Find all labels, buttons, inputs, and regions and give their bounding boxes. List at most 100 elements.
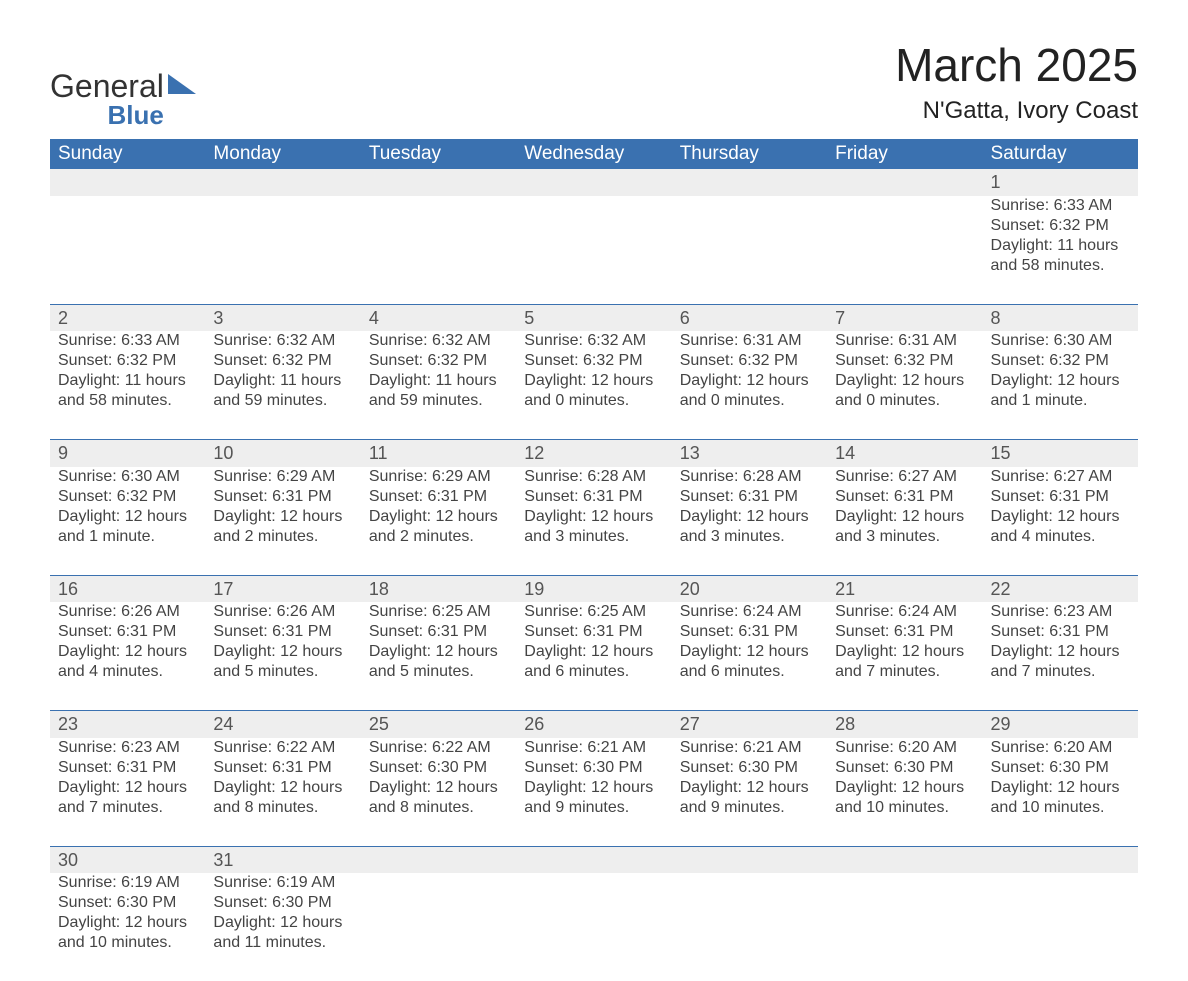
sunrise-text: Sunrise: 6:29 AM — [369, 467, 508, 487]
day-detail-row: Sunrise: 6:30 AMSunset: 6:32 PMDaylight:… — [50, 467, 1138, 576]
day1-text: Daylight: 12 hours — [991, 371, 1130, 391]
day-detail-cell: Sunrise: 6:31 AMSunset: 6:32 PMDaylight:… — [672, 331, 827, 440]
day1-text: Daylight: 12 hours — [835, 371, 974, 391]
sunset-text: Sunset: 6:30 PM — [680, 758, 819, 778]
sunrise-text: Sunrise: 6:26 AM — [213, 602, 352, 622]
sunset-text: Sunset: 6:32 PM — [680, 351, 819, 371]
day-detail-cell: Sunrise: 6:27 AMSunset: 6:31 PMDaylight:… — [983, 467, 1138, 576]
sunset-text: Sunset: 6:32 PM — [991, 351, 1130, 371]
day-detail-cell: Sunrise: 6:32 AMSunset: 6:32 PMDaylight:… — [205, 331, 360, 440]
day1-text: Daylight: 12 hours — [524, 642, 663, 662]
day1-text: Daylight: 12 hours — [369, 778, 508, 798]
sunset-text: Sunset: 6:31 PM — [991, 622, 1130, 642]
day-number-cell — [672, 169, 827, 196]
day-detail-cell: Sunrise: 6:27 AMSunset: 6:31 PMDaylight:… — [827, 467, 982, 576]
weekday-header: Wednesday — [516, 139, 671, 169]
day1-text: Daylight: 11 hours — [58, 371, 197, 391]
day2-text: and 4 minutes. — [991, 527, 1130, 547]
day-detail-cell: Sunrise: 6:33 AMSunset: 6:32 PMDaylight:… — [50, 331, 205, 440]
day-number-cell — [205, 169, 360, 196]
day-detail-cell: Sunrise: 6:28 AMSunset: 6:31 PMDaylight:… — [672, 467, 827, 576]
sunset-text: Sunset: 6:32 PM — [524, 351, 663, 371]
day-detail-cell: Sunrise: 6:29 AMSunset: 6:31 PMDaylight:… — [205, 467, 360, 576]
day-number-cell: 18 — [361, 575, 516, 602]
sunset-text: Sunset: 6:31 PM — [213, 622, 352, 642]
day-number-cell: 3 — [205, 304, 360, 331]
day1-text: Daylight: 11 hours — [213, 371, 352, 391]
sunrise-text: Sunrise: 6:27 AM — [991, 467, 1130, 487]
daynum-row: 3031 — [50, 846, 1138, 873]
day-number-cell — [983, 846, 1138, 873]
sunrise-text: Sunrise: 6:32 AM — [524, 331, 663, 351]
day2-text: and 10 minutes. — [991, 798, 1130, 818]
day-detail-cell: Sunrise: 6:29 AMSunset: 6:31 PMDaylight:… — [361, 467, 516, 576]
day1-text: Daylight: 12 hours — [524, 371, 663, 391]
sunset-text: Sunset: 6:31 PM — [680, 487, 819, 507]
day-number-cell: 26 — [516, 711, 671, 738]
title-block: March 2025 N'Gatta, Ivory Coast — [895, 40, 1138, 125]
weekday-header: Sunday — [50, 139, 205, 169]
day-number-cell: 5 — [516, 304, 671, 331]
day-detail-cell — [672, 196, 827, 305]
day-number-cell: 27 — [672, 711, 827, 738]
sunrise-text: Sunrise: 6:30 AM — [991, 331, 1130, 351]
sunset-text: Sunset: 6:32 PM — [58, 351, 197, 371]
day-detail-row: Sunrise: 6:23 AMSunset: 6:31 PMDaylight:… — [50, 738, 1138, 847]
day-detail-cell: Sunrise: 6:20 AMSunset: 6:30 PMDaylight:… — [827, 738, 982, 847]
sunset-text: Sunset: 6:31 PM — [835, 622, 974, 642]
sunrise-text: Sunrise: 6:20 AM — [991, 738, 1130, 758]
day1-text: Daylight: 12 hours — [213, 642, 352, 662]
day2-text: and 4 minutes. — [58, 662, 197, 682]
day-detail-row: Sunrise: 6:19 AMSunset: 6:30 PMDaylight:… — [50, 873, 1138, 981]
sunrise-text: Sunrise: 6:21 AM — [680, 738, 819, 758]
calendar-table: Sunday Monday Tuesday Wednesday Thursday… — [50, 139, 1138, 981]
day-number-cell: 6 — [672, 304, 827, 331]
day2-text: and 8 minutes. — [369, 798, 508, 818]
day2-text: and 3 minutes. — [680, 527, 819, 547]
sunrise-text: Sunrise: 6:28 AM — [524, 467, 663, 487]
day1-text: Daylight: 12 hours — [991, 778, 1130, 798]
day2-text: and 3 minutes. — [524, 527, 663, 547]
day2-text: and 0 minutes. — [835, 391, 974, 411]
sunrise-text: Sunrise: 6:25 AM — [524, 602, 663, 622]
day-detail-cell: Sunrise: 6:20 AMSunset: 6:30 PMDaylight:… — [983, 738, 1138, 847]
day-detail-cell: Sunrise: 6:26 AMSunset: 6:31 PMDaylight:… — [50, 602, 205, 711]
day-number-cell: 19 — [516, 575, 671, 602]
day-number-cell: 1 — [983, 169, 1138, 196]
day1-text: Daylight: 12 hours — [213, 507, 352, 527]
sunrise-text: Sunrise: 6:33 AM — [991, 196, 1130, 216]
day-detail-cell: Sunrise: 6:32 AMSunset: 6:32 PMDaylight:… — [516, 331, 671, 440]
day-number-cell: 28 — [827, 711, 982, 738]
sunrise-text: Sunrise: 6:19 AM — [58, 873, 197, 893]
day2-text: and 11 minutes. — [213, 933, 352, 953]
weekday-header: Thursday — [672, 139, 827, 169]
sunset-text: Sunset: 6:30 PM — [369, 758, 508, 778]
day2-text: and 7 minutes. — [835, 662, 974, 682]
day2-text: and 0 minutes. — [680, 391, 819, 411]
day-number-cell — [672, 846, 827, 873]
sunrise-text: Sunrise: 6:27 AM — [835, 467, 974, 487]
day-detail-cell: Sunrise: 6:23 AMSunset: 6:31 PMDaylight:… — [983, 602, 1138, 711]
day-detail-row: Sunrise: 6:33 AMSunset: 6:32 PMDaylight:… — [50, 196, 1138, 305]
day1-text: Daylight: 12 hours — [680, 642, 819, 662]
sunset-text: Sunset: 6:31 PM — [58, 622, 197, 642]
day2-text: and 1 minute. — [991, 391, 1130, 411]
sunset-text: Sunset: 6:30 PM — [58, 893, 197, 913]
sunrise-text: Sunrise: 6:21 AM — [524, 738, 663, 758]
day-detail-cell: Sunrise: 6:19 AMSunset: 6:30 PMDaylight:… — [50, 873, 205, 981]
day2-text: and 9 minutes. — [524, 798, 663, 818]
day2-text: and 58 minutes. — [991, 256, 1130, 276]
day-detail-cell — [827, 873, 982, 981]
daynum-row: 23242526272829 — [50, 711, 1138, 738]
sunset-text: Sunset: 6:31 PM — [835, 487, 974, 507]
sunrise-text: Sunrise: 6:31 AM — [680, 331, 819, 351]
day1-text: Daylight: 12 hours — [835, 507, 974, 527]
day-number-cell: 23 — [50, 711, 205, 738]
sunset-text: Sunset: 6:31 PM — [680, 622, 819, 642]
sunrise-text: Sunrise: 6:19 AM — [213, 873, 352, 893]
sunset-text: Sunset: 6:30 PM — [213, 893, 352, 913]
brand-subname: Blue — [50, 100, 164, 131]
day1-text: Daylight: 12 hours — [213, 778, 352, 798]
weekday-header-row: Sunday Monday Tuesday Wednesday Thursday… — [50, 139, 1138, 169]
day-number-cell — [516, 169, 671, 196]
